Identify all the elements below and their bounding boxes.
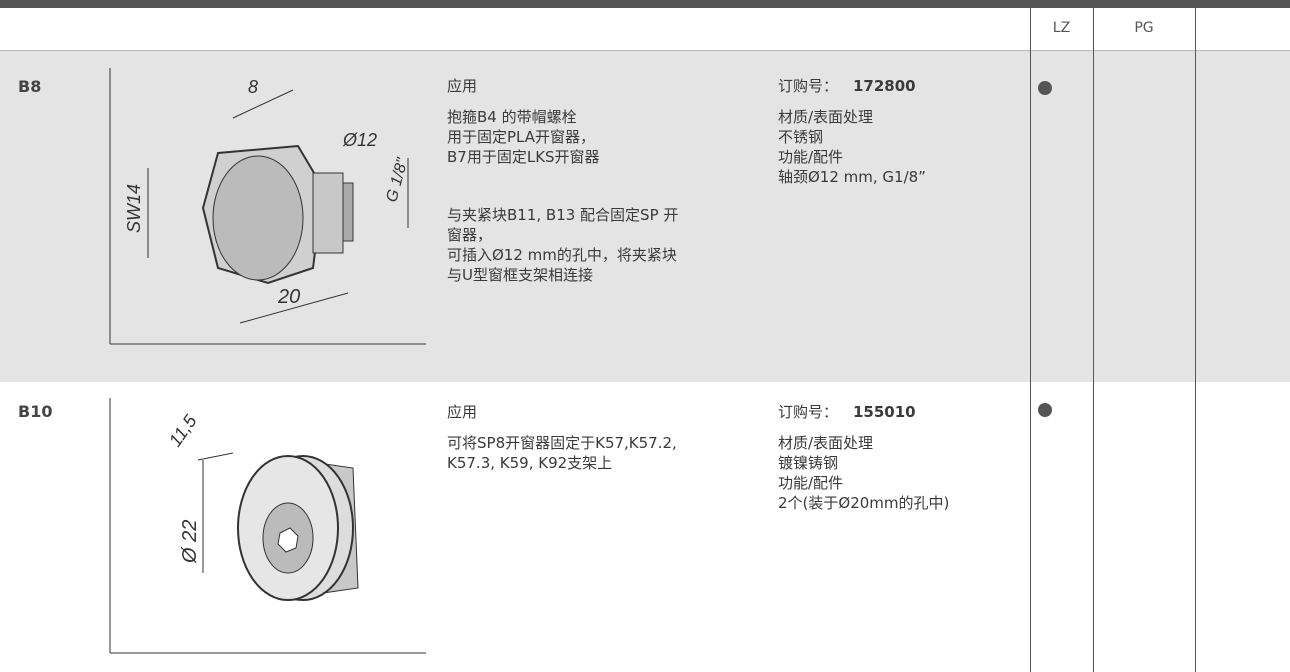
- dimension-label: Ø 22: [179, 520, 201, 564]
- header-rule: [0, 50, 1290, 51]
- text-line: 轴颈Ø12 mm, G1/8”: [778, 168, 926, 186]
- dimension-label: 11,5: [165, 410, 201, 450]
- figure: 11,5 Ø 22: [109, 398, 426, 654]
- section-title: 材质/表面处理: [778, 108, 874, 126]
- text-line: 用于固定PLA开窗器，: [447, 128, 596, 146]
- dimension-label: 8: [248, 77, 258, 97]
- text-line: 可插入Ø12 mm的孔中，将夹紧块: [447, 246, 677, 264]
- section-title: 应用: [447, 77, 478, 95]
- figure: 8 Ø12 SW14 G 1/8" 20: [109, 68, 426, 345]
- text-line: 与夹紧块B11, B13 配合固定SP 开: [447, 206, 679, 224]
- text-line: 镀镍铸钢: [778, 454, 839, 472]
- order-label: 订购号：: [778, 403, 839, 421]
- text-line: 可将SP8开窗器固定于K57,K57.2,: [447, 434, 677, 452]
- section-title: 功能/配件: [778, 148, 844, 166]
- text-line: 抱箍B4 的带帽螺栓: [447, 108, 577, 126]
- order-label: 订购号：: [778, 77, 839, 95]
- order-number: 172800: [853, 77, 916, 95]
- text-line: B7用于固定LKS开窗器: [447, 148, 600, 166]
- section-title: 功能/配件: [778, 474, 844, 492]
- dimension-label: SW14: [124, 184, 144, 233]
- text-line: K57.3, K59, K92支架上: [447, 454, 613, 472]
- section-title: 应用: [447, 403, 478, 421]
- column-rule: [1195, 8, 1196, 672]
- lz-dot: [1038, 81, 1052, 95]
- text-line: 不锈钢: [778, 128, 824, 146]
- column-header: PG: [1134, 20, 1154, 36]
- text-line: 与U型窗框支架相连接: [447, 266, 593, 284]
- lz-dot: [1038, 403, 1052, 417]
- order-number: 155010: [853, 403, 916, 421]
- text-line: 窗器，: [447, 226, 493, 244]
- section-title: 材质/表面处理: [778, 434, 874, 452]
- item-code: B8: [18, 77, 42, 96]
- top-bar: [0, 0, 1290, 8]
- dimension-label: Ø12: [342, 130, 377, 150]
- column-header: LZ: [1052, 20, 1071, 36]
- item-code: B10: [18, 402, 53, 421]
- column-rule: [1093, 8, 1094, 672]
- column-rule: [1030, 8, 1031, 672]
- text-line: 2个(装于Ø20mm的孔中): [778, 494, 950, 512]
- dimension-label: 20: [277, 286, 300, 308]
